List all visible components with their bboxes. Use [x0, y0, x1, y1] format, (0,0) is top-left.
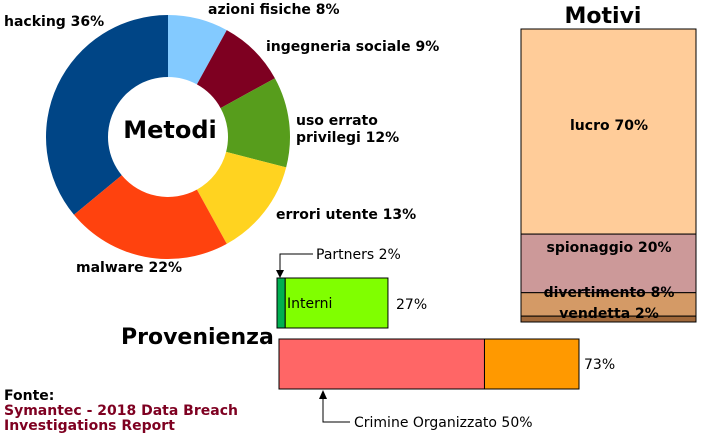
- motivi-title: Motivi: [565, 4, 642, 29]
- donut-slice-ingegneria-sociale: [196, 30, 275, 109]
- donut-slice-azioni-fisiche: [168, 15, 227, 85]
- partners-leader-line: [279, 253, 313, 271]
- label-vendetta: vendetta 2%: [559, 306, 659, 322]
- donut-slice-hacking: [45, 15, 168, 215]
- label-spionaggio: spionaggio 20%: [546, 240, 671, 256]
- motivi-segment-spionaggio: [520, 233, 697, 294]
- crimine-leader-line: [322, 398, 350, 423]
- label-divertimento: divertimento 8%: [544, 285, 675, 301]
- provenienza-bar-0-segment-0: [276, 277, 286, 329]
- label-interni: Interni: [287, 296, 332, 312]
- source-heading: Fonte:: [4, 388, 54, 404]
- provenienza-bar-0-segment-1: [284, 277, 389, 329]
- label-ingegneria-sociale: ingegneria sociale 9%: [266, 39, 439, 55]
- label-73-percent: 73%: [584, 357, 615, 373]
- label-errori-utente: errori utente 13%: [276, 207, 416, 223]
- label-hacking: hacking 36%: [4, 14, 104, 30]
- metodi-title: Metodi: [123, 116, 217, 144]
- crimine-arrowhead: [319, 390, 327, 399]
- label-partners: Partners 2%: [316, 247, 401, 263]
- label-lucro: lucro 70%: [570, 118, 648, 134]
- label-uso-errato-line2: privilegi 12%: [296, 130, 399, 146]
- partners-arrowhead: [276, 270, 284, 278]
- label-27-percent: 27%: [396, 297, 427, 313]
- provenienza-bars: [276, 277, 580, 390]
- donut-slice-malware: [73, 175, 227, 259]
- source-line-2: Investigations Report: [4, 418, 175, 434]
- metodi-donut-chart: [45, 15, 290, 259]
- source-line-1: Symantec - 2018 Data Breach: [4, 403, 238, 419]
- label-malware: malware 22%: [76, 260, 182, 276]
- motivi-segment-vendetta: [520, 315, 697, 323]
- provenienza-title: Provenienza: [121, 325, 274, 350]
- label-azioni-fisiche: azioni fisiche 8%: [208, 2, 340, 18]
- provenienza-bar-1-segment-1: [483, 338, 580, 390]
- motivi-segment-lucro: [520, 28, 697, 235]
- donut-slice-errori-utente: [196, 151, 287, 244]
- donut-slice-uso-errato-privilegi: [220, 78, 290, 168]
- label-crimine-organizzato: Crimine Organizzato 50%: [354, 415, 533, 431]
- motivi-stacked-bar: [520, 28, 697, 323]
- provenienza-bar-1-segment-0: [278, 338, 485, 390]
- label-uso-errato-line1: uso errato: [296, 113, 378, 129]
